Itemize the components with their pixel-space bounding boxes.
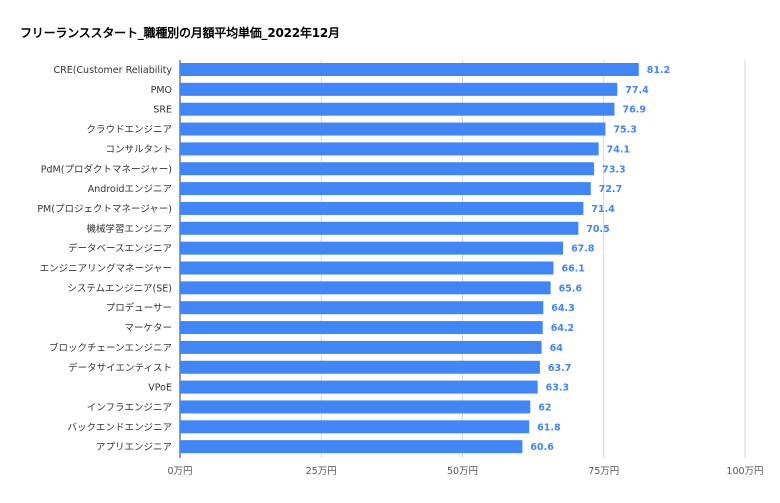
category-label: マーケター (124, 323, 172, 334)
data-label: 71.4 (591, 204, 615, 215)
bar (180, 301, 544, 315)
bar (180, 221, 579, 235)
data-label: 64 (550, 343, 564, 354)
x-tick-label: 25万円 (306, 466, 337, 477)
category-label: クラウドエンジニア (86, 125, 172, 136)
bar (180, 340, 542, 354)
chart-title: フリーランススタート_職種別の月額平均単価_2022年12月 (20, 26, 340, 40)
data-label: 81.2 (647, 65, 670, 76)
data-label: 63.7 (548, 363, 571, 374)
bar (180, 380, 538, 394)
x-tick-label: 75万円 (588, 466, 619, 477)
category-label: データベースエンジニア (68, 243, 172, 255)
bar (180, 201, 584, 215)
data-label: 65.6 (559, 283, 583, 294)
data-label: 66.1 (561, 264, 584, 275)
bar (180, 162, 595, 176)
category-label: システムエンジニア(SE) (67, 283, 172, 294)
bar (180, 122, 606, 136)
bar (180, 321, 543, 335)
bar (180, 281, 551, 295)
bar (180, 82, 618, 96)
bar (180, 182, 591, 196)
category-label: CRE(Customer Reliability (53, 65, 172, 76)
category-label: VPoE (148, 383, 172, 394)
data-label: 60.6 (530, 442, 554, 453)
bars (180, 63, 639, 454)
category-label: PMO (151, 85, 172, 96)
bar (180, 360, 540, 374)
x-tick-label: 100万円 (726, 466, 763, 477)
data-label: 63.3 (546, 383, 569, 394)
data-label: 73.3 (602, 164, 625, 175)
category-label: アプリエンジニア (96, 442, 172, 453)
bar (180, 102, 615, 116)
bar (180, 400, 531, 414)
data-label: 61.8 (537, 422, 561, 433)
category-label: エンジニアリングマネージャー (40, 263, 172, 275)
category-label: SRE (153, 105, 172, 116)
data-label: 64.2 (551, 323, 574, 334)
bar (180, 241, 564, 255)
x-tick-label: 0万円 (167, 466, 192, 477)
data-label: 67.8 (571, 244, 595, 255)
category-label: Androidエンジニア (88, 184, 172, 195)
bar (180, 63, 639, 76)
data-label: 76.9 (622, 105, 645, 116)
x-tick-label: 50万円 (447, 466, 478, 477)
bar (180, 261, 554, 275)
data-label: 62 (538, 402, 551, 413)
data-label: 74.1 (607, 144, 630, 155)
category-label: PM(プロジェクトマネージャー) (37, 204, 172, 215)
category-label: バックエンドエンジニア (67, 422, 172, 433)
bar (180, 420, 530, 434)
data-label: 70.5 (586, 224, 609, 235)
bar (180, 440, 523, 454)
category-label: 機械学習エンジニア (86, 223, 172, 235)
data-label: 77.4 (625, 85, 649, 96)
gridlines (179, 60, 746, 458)
data-label: 75.3 (613, 125, 636, 136)
labels: 0万円 25万円 50万円 75万円 100万円 CRE(Customer Reliabi… (37, 65, 763, 477)
category-label: プロデューサー (106, 302, 172, 314)
category-label: PdM(プロダクトマネージャー) (41, 163, 172, 175)
category-label: コンサルタント (105, 144, 172, 155)
category-label: データサイエンティスト (68, 362, 172, 374)
category-label: ブロックチェーンエンジニア (49, 342, 172, 354)
bar (180, 142, 599, 156)
data-label: 64.3 (551, 303, 574, 314)
data-label: 72.7 (599, 184, 622, 195)
category-label: インフラエンジニア (87, 402, 172, 413)
